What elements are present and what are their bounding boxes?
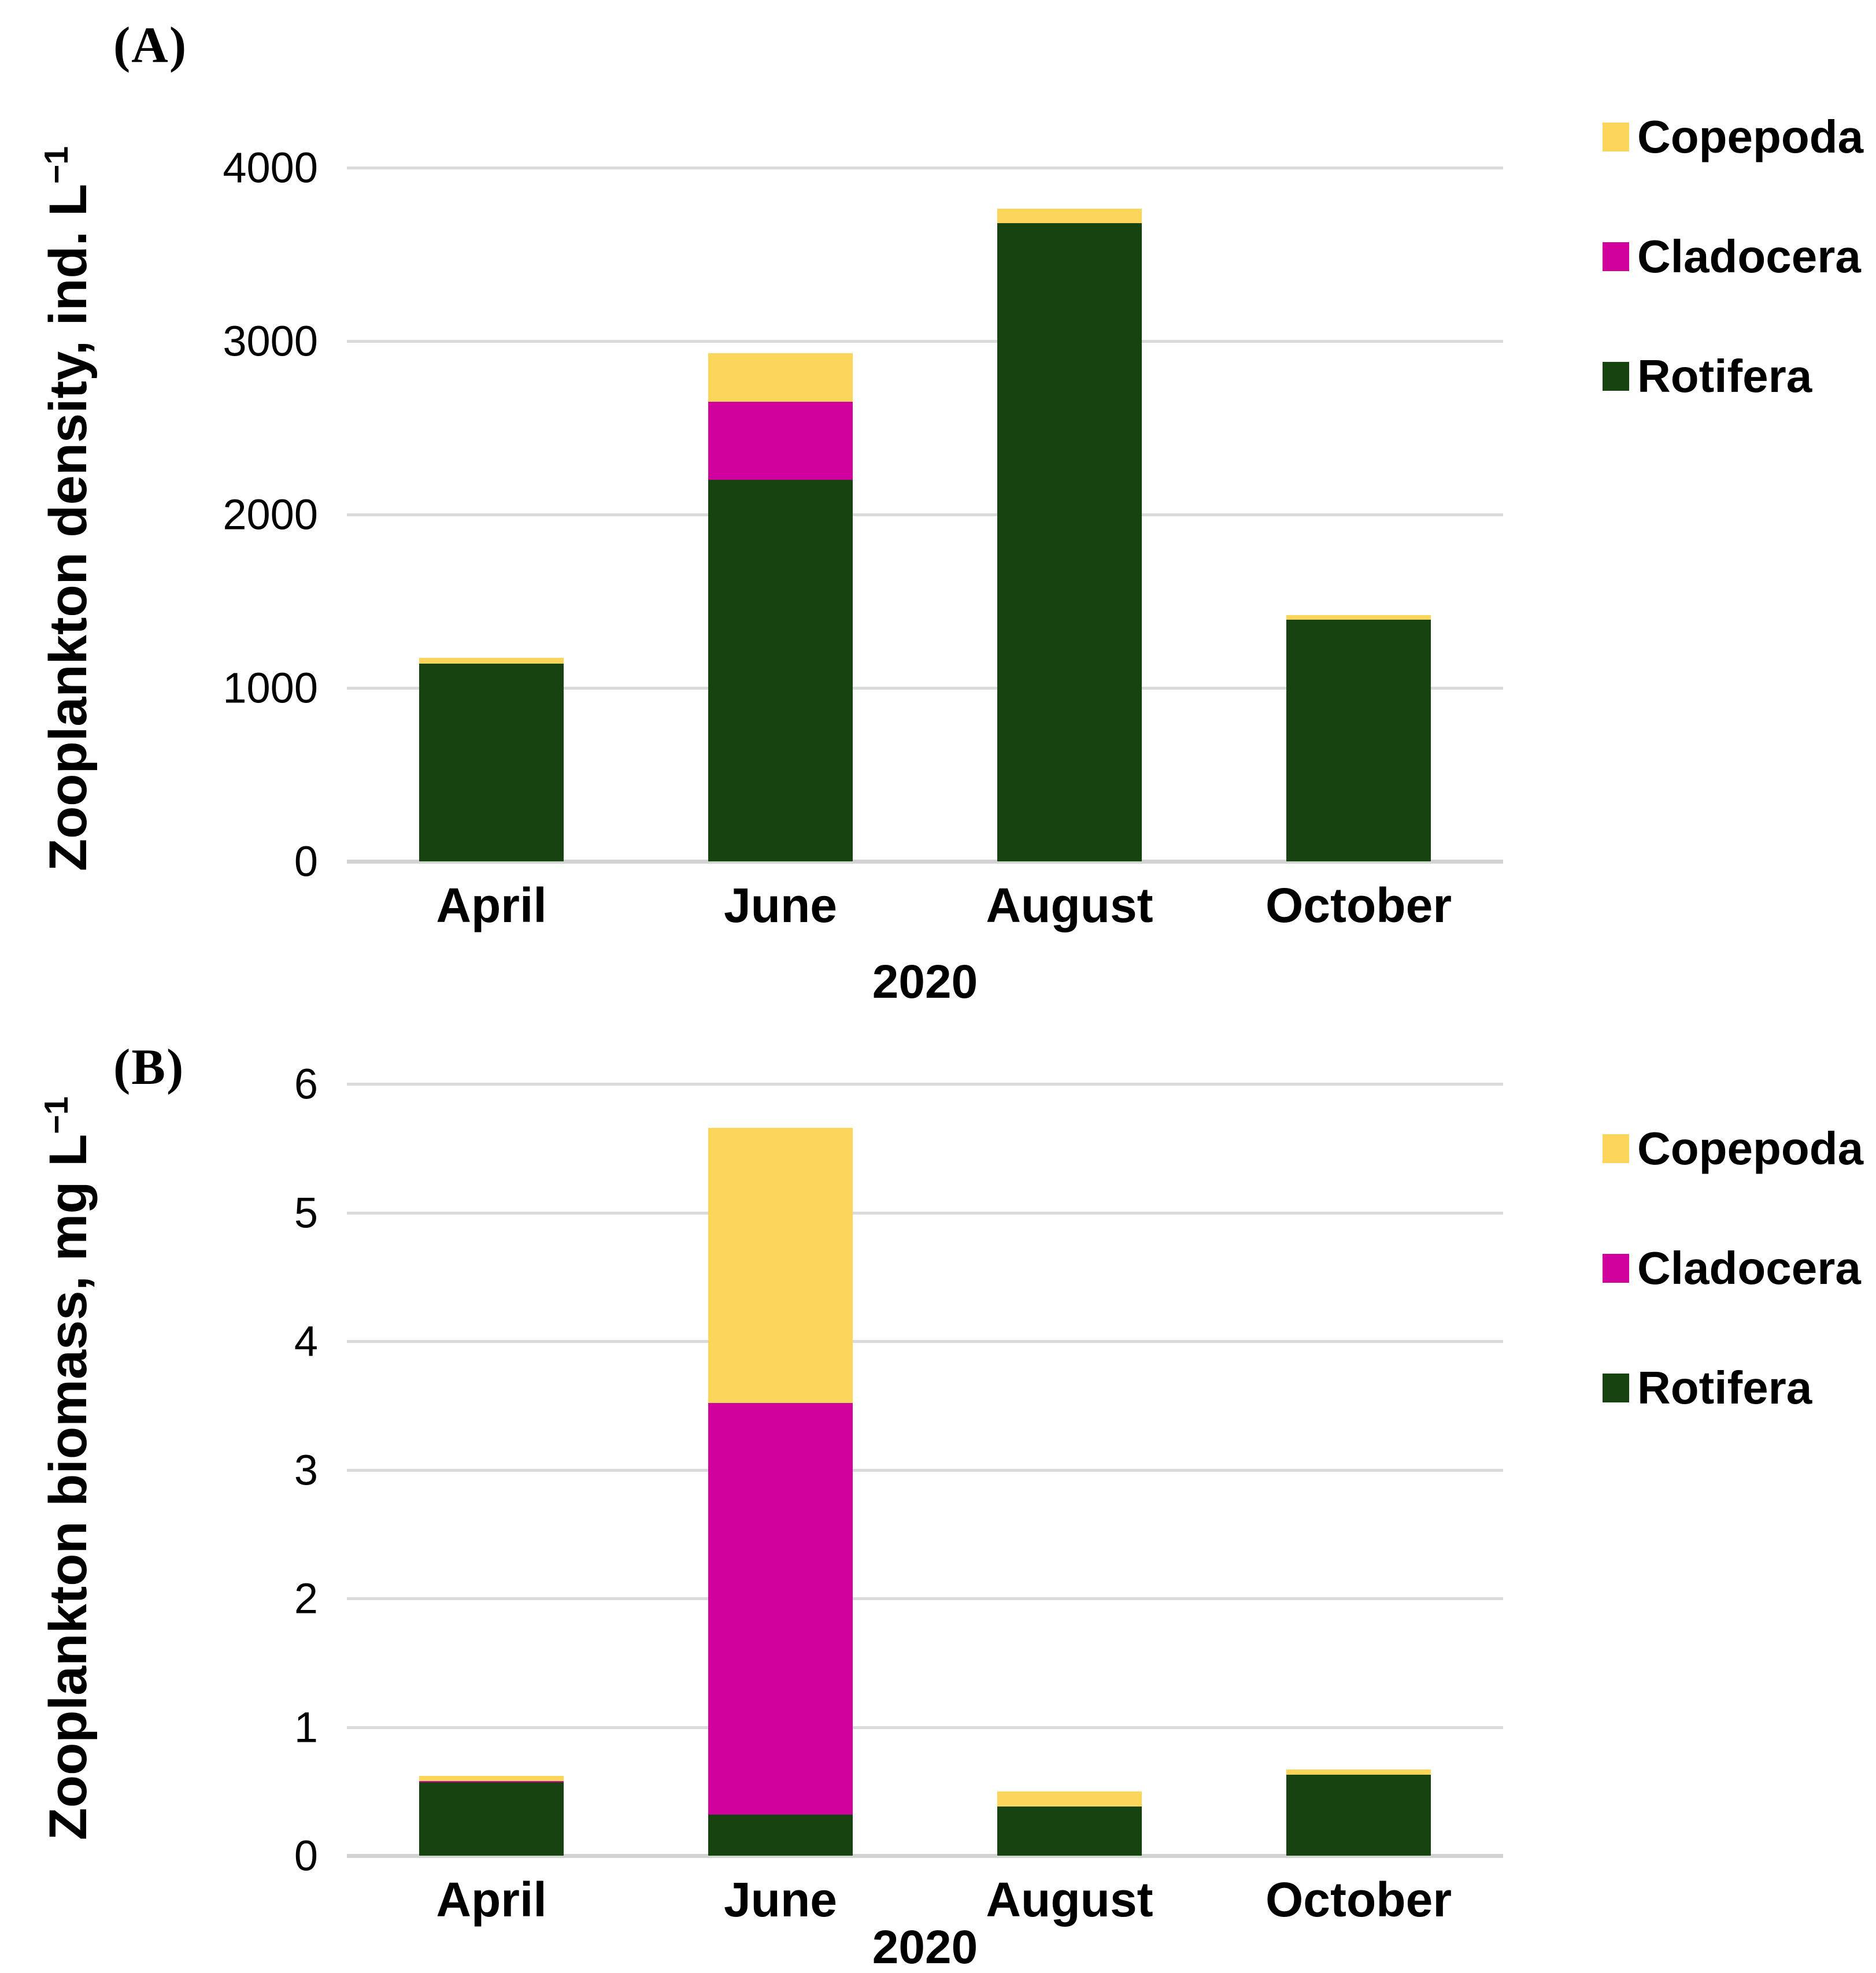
panel-b-plot-area: 0 1 2 3 4 5 6	[294, 1060, 1503, 1880]
bar-a-april	[419, 168, 564, 861]
bar-segment-b-june-copepoda	[708, 1127, 853, 1403]
panel-b-gridline-4	[347, 1340, 1503, 1343]
bar-segment-a-june-rotifera	[708, 480, 853, 861]
panel-a-x-tick-june: June	[723, 878, 838, 932]
panel-b-x-tick-june: June	[723, 1872, 838, 1927]
bar-segment-a-april-copepoda	[419, 657, 564, 664]
panel-b-y-tick-0: 0	[294, 1831, 318, 1880]
panel-b-y-axis-title: Zooplankton biomass, mg L−1	[38, 1097, 99, 1841]
panel-b-gridline-2	[347, 1597, 1503, 1600]
panel-a-letter: (A)	[113, 17, 188, 73]
bar-b-august	[997, 1084, 1142, 1856]
panel-b-letter: (B)	[113, 1039, 185, 1095]
panel-b-y-tick-5: 5	[294, 1189, 318, 1237]
bar-segment-b-june-cladocera	[708, 1402, 853, 1815]
bar-b-october	[1286, 1084, 1431, 1856]
panel-a-x-tick-august: August	[986, 878, 1153, 932]
panel-a-y-tick-0: 0	[294, 837, 318, 886]
panel-b-gridline-1	[347, 1726, 1503, 1729]
panel-a-gridline-1000	[347, 687, 1503, 690]
panel-b-x-axis-labels: April June August October	[347, 1872, 1503, 1935]
rotifera-swatch-icon	[1603, 362, 1629, 391]
legend-item-cladocera: Cladocera	[1603, 1242, 1861, 1294]
bar-segment-b-august-rotifera	[997, 1807, 1142, 1856]
legend-label-rotifera: Rotifera	[1637, 1362, 1812, 1413]
copepoda-swatch-icon	[1603, 1134, 1629, 1163]
bar-b-june	[708, 1084, 853, 1856]
legend-label-cladocera: Cladocera	[1637, 231, 1861, 282]
cladocera-swatch-icon	[1603, 1254, 1629, 1283]
bar-segment-b-october-copepoda	[1286, 1769, 1431, 1775]
panel-a-gridline-3000	[347, 340, 1503, 343]
panel-a-x-tick-april: April	[436, 878, 547, 932]
panel-b-y-tick-6: 6	[294, 1060, 318, 1108]
panel-a-gridline-0	[347, 860, 1503, 864]
bar-a-august	[997, 168, 1142, 861]
panel-a-x-axis-title: 2020	[872, 956, 978, 1008]
legend-label-cladocera: Cladocera	[1637, 1242, 1861, 1294]
legend-label-copepoda: Copepoda	[1637, 1123, 1864, 1174]
bar-segment-b-june-rotifera	[708, 1814, 853, 1856]
bar-segment-a-october-copepoda	[1286, 615, 1431, 620]
bar-a-october	[1286, 168, 1431, 861]
legend-item-rotifera: Rotifera	[1603, 350, 1812, 402]
panel-a-x-axis-labels: April June August October	[347, 878, 1503, 941]
bar-segment-b-april-cladocera	[419, 1780, 564, 1783]
panel-b-y-tick-3: 3	[294, 1446, 318, 1494]
panel-a-y-tick-3000: 3000	[223, 317, 318, 365]
panel-a-y-axis-title: Zooplankton density, ind. L−1	[38, 146, 99, 871]
legend-label-copepoda: Copepoda	[1637, 111, 1864, 162]
panel-b-y-tick-4: 4	[294, 1317, 318, 1365]
bar-segment-a-august-copepoda	[997, 208, 1142, 223]
panel-b-x-tick-october: October	[1265, 1872, 1452, 1927]
panel-b-x-axis-title: 2020	[872, 1921, 978, 1973]
panel-b-y-axis-title-text: Zooplankton biomass, mg L	[38, 1134, 98, 1841]
bar-segment-b-october-rotifera	[1286, 1774, 1431, 1856]
bar-segment-b-april-copepoda	[419, 1776, 564, 1781]
bar-segment-a-october-rotifera	[1286, 619, 1431, 861]
panel-b-y-tick-1: 1	[294, 1703, 318, 1751]
panel-b-x-tick-august: August	[986, 1872, 1153, 1927]
panel-b-gridline-0	[347, 1854, 1503, 1858]
panel-b-gridline-3	[347, 1468, 1503, 1472]
bar-segment-a-june-cladocera	[708, 402, 853, 480]
bar-segment-a-june-copepoda	[708, 353, 853, 402]
bar-segment-b-august-copepoda	[997, 1791, 1142, 1807]
legend-item-rotifera: Rotifera	[1603, 1362, 1812, 1413]
panel-a-y-axis-title-text: Zooplankton density, ind. L	[38, 183, 98, 872]
panel-b-gridline-6	[347, 1083, 1503, 1086]
rotifera-swatch-icon	[1603, 1374, 1629, 1402]
panel-b-y-tick-2: 2	[294, 1574, 318, 1623]
panel-b-x-tick-april: April	[436, 1872, 547, 1927]
panel-b-gridline-5	[347, 1211, 1503, 1215]
panel-a-gridline-2000	[347, 513, 1503, 516]
panel-a-y-tick-1000: 1000	[223, 664, 318, 712]
legend-label-rotifera: Rotifera	[1637, 350, 1812, 402]
bar-segment-a-august-rotifera	[997, 223, 1142, 861]
copepoda-swatch-icon	[1603, 123, 1629, 151]
panel-a-plot-area: 0 1000 2000 3000 4000	[223, 144, 1503, 886]
panel-a-y-tick-4000: 4000	[223, 143, 318, 192]
legend-item-copepoda: Copepoda	[1603, 1123, 1863, 1174]
bar-segment-a-april-rotifera	[419, 664, 564, 861]
panel-a-y-axis-exponent: −1	[38, 146, 76, 184]
panel-a-y-tick-2000: 2000	[223, 490, 318, 539]
panel-a-x-tick-october: October	[1265, 878, 1452, 932]
legend-item-cladocera: Cladocera	[1603, 231, 1861, 282]
panel-b-y-axis-exponent: −1	[38, 1096, 76, 1134]
panel-a-gridline-4000	[347, 166, 1503, 169]
bar-b-april	[419, 1084, 564, 1856]
bar-a-june	[708, 168, 853, 861]
cladocera-swatch-icon	[1603, 242, 1629, 271]
legend-item-copepoda: Copepoda	[1603, 111, 1863, 162]
bar-segment-b-april-rotifera	[419, 1782, 564, 1856]
